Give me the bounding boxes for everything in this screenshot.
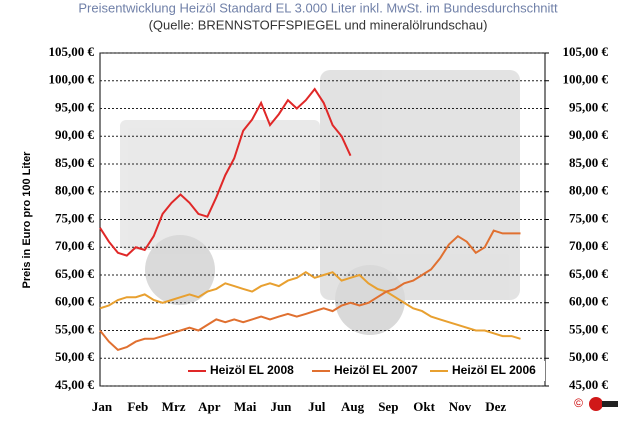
x-tick-label: Nov	[449, 399, 472, 414]
x-tick-label: Mrz	[162, 399, 186, 414]
y2-tick-label: 50,00 €	[569, 349, 609, 364]
y-tick-label: 60,00 €	[55, 294, 95, 309]
copyright: ©	[574, 396, 583, 410]
logo	[589, 397, 618, 411]
y2-tick-label: 65,00 €	[569, 266, 609, 281]
x-tick-label: Jun	[270, 399, 292, 414]
chart-subtitle: (Quelle: BRENNSTOFFSPIEGEL und mineralöl…	[149, 17, 488, 32]
y-tick-label: 50,00 €	[55, 349, 95, 364]
y-tick-label: 95,00 €	[55, 99, 95, 114]
x-tick-label: Mai	[234, 399, 257, 414]
y-tick-label: 80,00 €	[55, 183, 95, 198]
y-tick-label: 105,00 €	[49, 44, 95, 59]
y-tick-label: 90,00 €	[55, 127, 95, 142]
legend-label: Heizöl EL 2007	[334, 363, 418, 377]
plot-area	[99, 52, 546, 387]
y-axis-label: Preis in Euro pro 100 Liter	[21, 151, 33, 289]
legend-label: Heizöl EL 2006	[452, 363, 536, 377]
legend-label: Heizöl EL 2008	[210, 363, 294, 377]
x-tick-label: Apr	[198, 399, 221, 414]
chart-title: Preisentwicklung Heizöl Standard EL 3.00…	[78, 0, 558, 15]
background-truck	[120, 70, 520, 335]
y2-tick-label: 60,00 €	[569, 294, 609, 309]
y-tick-label: 70,00 €	[55, 238, 95, 253]
series-line	[99, 229, 521, 352]
y-tick-label: 45,00 €	[55, 377, 95, 392]
y-tick-label: 85,00 €	[55, 155, 95, 170]
y2-tick-label: 70,00 €	[569, 238, 609, 253]
y-tick-label: 55,00 €	[55, 321, 95, 336]
legend-box	[180, 361, 545, 381]
x-tick-label: Feb	[127, 399, 148, 414]
y2-tick-label: 55,00 €	[569, 321, 609, 336]
y2-tick-label: 80,00 €	[569, 183, 609, 198]
y2-tick-label: 85,00 €	[569, 155, 609, 170]
y2-tick-label: 75,00 €	[569, 210, 609, 225]
y-tick-label: 75,00 €	[55, 210, 95, 225]
x-tick-label: Dez	[485, 399, 506, 414]
y2-tick-label: 45,00 €	[569, 377, 609, 392]
x-tick-label: Okt	[413, 399, 435, 414]
y-tick-label: 100,00 €	[49, 72, 95, 87]
series-line	[99, 271, 521, 340]
x-tick-label: Jul	[308, 399, 326, 414]
y2-tick-label: 90,00 €	[569, 127, 609, 142]
y2-tick-label: 95,00 €	[569, 99, 609, 114]
y2-tick-label: 100,00 €	[563, 72, 609, 87]
x-tick-label: Jan	[92, 399, 113, 414]
y2-tick-label: 105,00 €	[563, 44, 609, 59]
x-tick-label: Sep	[378, 399, 398, 414]
y-tick-label: 65,00 €	[55, 266, 95, 281]
series-line	[99, 87, 352, 257]
x-tick-label: Aug	[341, 399, 365, 414]
